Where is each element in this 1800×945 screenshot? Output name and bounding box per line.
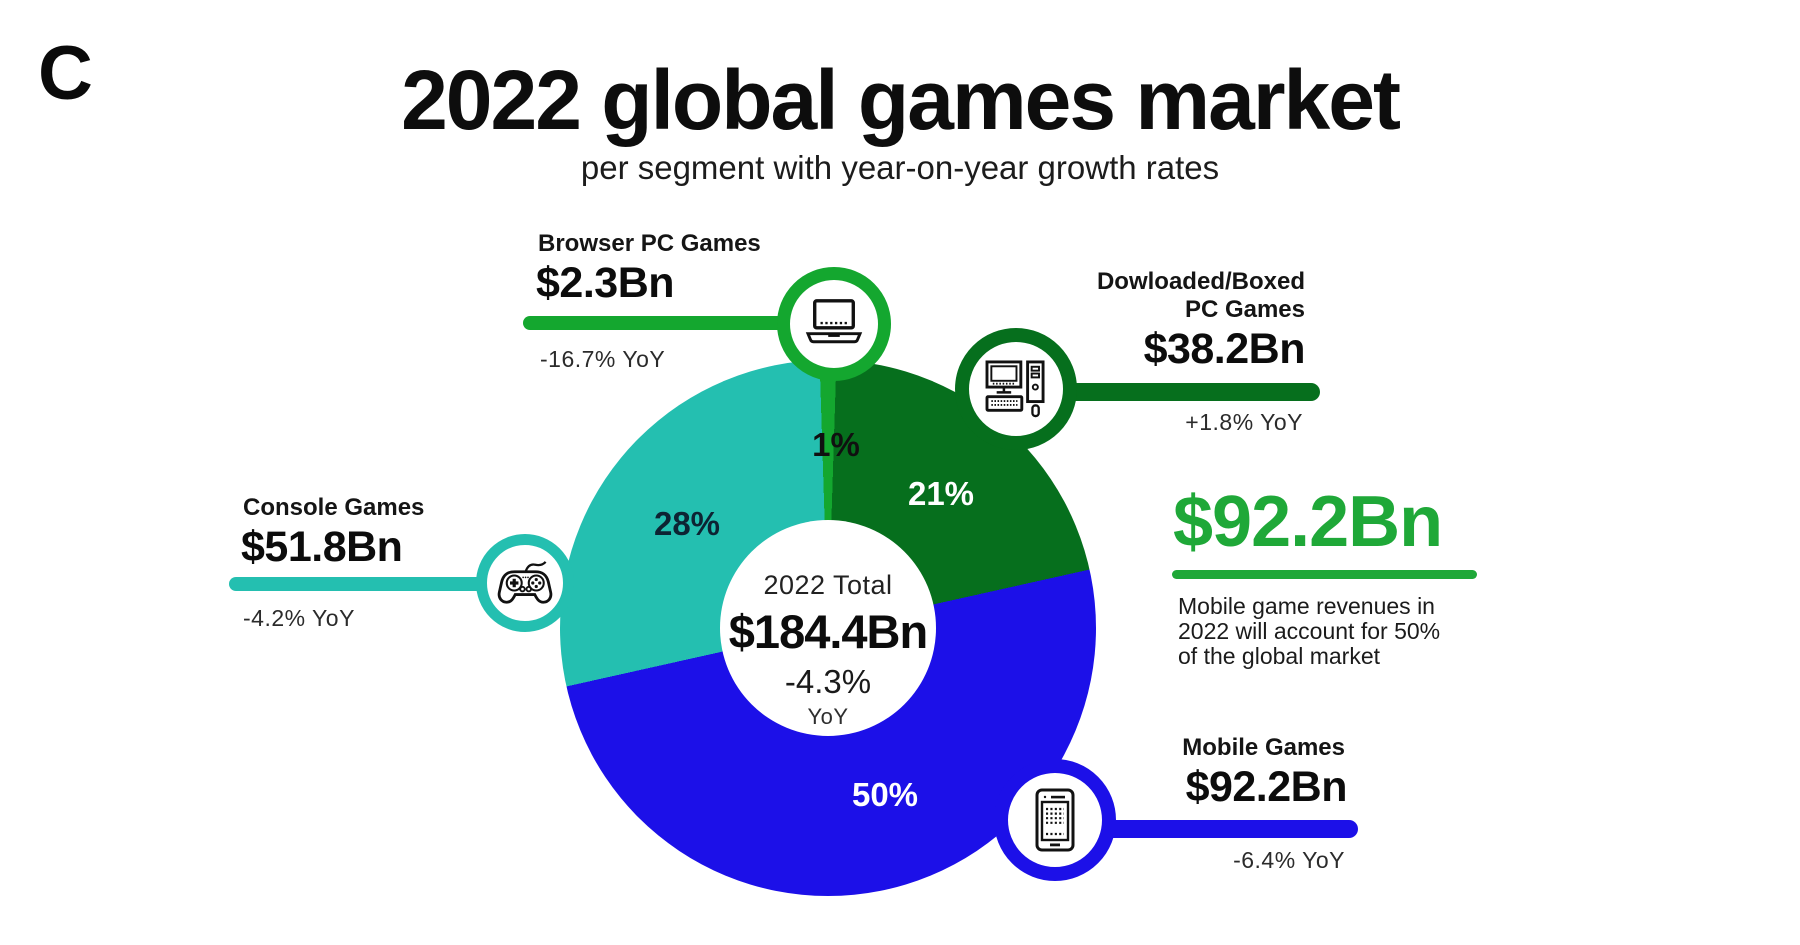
segment-value-console: $51.8Bn [241, 523, 403, 571]
connector-line-browser-pc [523, 316, 834, 330]
total-yoy-suffix: YoY [807, 704, 849, 729]
callout-text: Mobile game revenues in 2022 will accoun… [1178, 594, 1440, 669]
segment-name-downloaded-pc: Dowloaded/Boxed PC Games [1097, 268, 1305, 323]
gamepad-icon [495, 558, 555, 608]
segment-name-browser-pc: Browser PC Games [538, 230, 761, 257]
donut-hole [720, 520, 936, 736]
segment-yoy-downloaded-pc: +1.8% YoY [1185, 409, 1303, 435]
callout-underline [1172, 570, 1477, 579]
smartphone-icon [1035, 788, 1075, 852]
segment-name-downloaded-line1: Dowloaded/Boxed [1096, 268, 1305, 295]
donut-center-totals: 2022 Total $184.4Bn -4.3% YoY [703, 572, 953, 728]
segment-yoy-browser-pc: -16.7% YoY [540, 346, 666, 372]
total-yoy: -4.3% [784, 663, 872, 700]
segment-value-mobile: $92.2Bn [1185, 763, 1348, 811]
laptop-icon [802, 297, 866, 351]
callout-value: $92.2Bn [1173, 482, 1443, 562]
total-label: 2022 Total [763, 570, 893, 600]
connector-line-downloaded-pc [1016, 383, 1320, 401]
segment-value-downloaded-pc: $38.2Bn [1143, 325, 1306, 373]
icon-circle-mobile [994, 759, 1116, 881]
share-label-browser-pc: 1% [812, 426, 860, 463]
page-title: 2022 global games market [401, 53, 1401, 147]
desktop-pc-icon [985, 360, 1047, 418]
segment-name-console: Console Games [243, 494, 425, 521]
callout-line-3: of the global market [1178, 643, 1381, 669]
connector-line-console [229, 577, 525, 591]
share-label-console: 28% [653, 505, 721, 542]
connector-line-mobile [1055, 820, 1358, 838]
segment-yoy-console: -4.2% YoY [243, 605, 355, 631]
icon-circle-downloaded-pc [955, 328, 1077, 450]
share-label-mobile: 50% [851, 776, 919, 813]
segment-name-mobile: Mobile Games [1182, 734, 1345, 761]
callout-line-1: Mobile game revenues in [1178, 593, 1435, 619]
brand-logo: C [38, 31, 93, 116]
icon-circle-console [476, 534, 574, 632]
total-value: $184.4Bn [728, 605, 928, 658]
segment-value-browser-pc: $2.3Bn [536, 259, 675, 307]
page-subtitle: per segment with year-on-year growth rat… [580, 149, 1220, 186]
segment-yoy-mobile: -6.4% YoY [1233, 847, 1345, 873]
segment-name-downloaded-line2: PC Games [1184, 295, 1305, 323]
icon-circle-browser-pc [777, 267, 891, 381]
share-label-downloaded-pc: 21% [907, 475, 975, 512]
callout-line-2: 2022 will account for 50% [1178, 618, 1441, 644]
